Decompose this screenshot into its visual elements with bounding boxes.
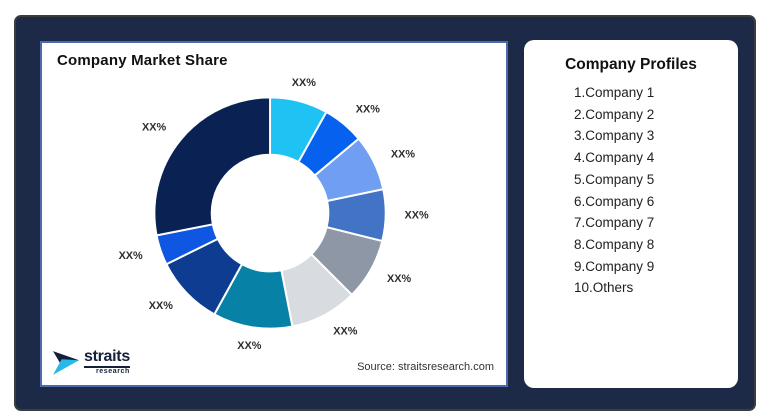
profile-list-item: 4.Company 4: [574, 150, 655, 166]
profile-list-item: 1.Company 1: [574, 85, 655, 100]
profile-list-item: 6.Company 6: [574, 193, 655, 209]
profile-list-item: 2.Company 2: [574, 106, 655, 122]
slice-label-7: XX%: [237, 340, 261, 352]
slice-label-1: XX%: [292, 77, 316, 89]
source-attribution: Source: straitsresearch.com: [357, 361, 494, 373]
logo-text: straits research: [84, 349, 130, 376]
donut-chart: XX% XX% XX% XX% XX% XX% XX% XX% XX% XX%: [119, 77, 429, 352]
slice-label-4: XX%: [404, 210, 428, 222]
profiles-title: Company Profiles: [565, 56, 697, 73]
company-profiles-panel: Company Profiles 1.Company 1 2.Company 2 3…: [524, 40, 738, 388]
slice-label-3: XX%: [391, 148, 415, 160]
slice-label-8: XX%: [149, 300, 173, 312]
profile-list-item: 10.Others: [574, 280, 634, 296]
logo-subtext: research: [95, 368, 130, 376]
donut-slice-10: [153, 96, 272, 237]
profile-list-item: 8.Company 8: [574, 236, 655, 252]
slice-label-2: XX%: [356, 103, 380, 115]
profile-list-item: 3.Company 3: [574, 128, 655, 144]
chart-title: Company Market Share: [57, 52, 228, 69]
market-share-panel: XX% XX% XX% XX% XX% XX% XX% XX% XX% XX% Company M…: [40, 41, 508, 387]
straits-research-logo: straits research: [51, 349, 130, 376]
profile-list-item: 7.Company 7: [574, 215, 655, 231]
logo-brand-text: straits: [84, 349, 130, 369]
profiles-list: 1.Company 1 2.Company 2 3.Company 3 4.Compa…: [574, 82, 654, 299]
slice-label-9: XX%: [119, 250, 143, 262]
infographic-frame: XX% XX% XX% XX% XX% XX% XX% XX% XX% XX% Company M…: [14, 15, 756, 411]
slice-label-6: XX%: [333, 326, 357, 338]
profile-list-item: 5.Company 5: [574, 171, 655, 187]
profile-list-item: 9.Company 9: [574, 258, 655, 274]
straits-logo-icon: [53, 350, 79, 375]
slice-label-10: XX%: [142, 122, 166, 134]
slice-label-5: XX%: [387, 273, 411, 285]
